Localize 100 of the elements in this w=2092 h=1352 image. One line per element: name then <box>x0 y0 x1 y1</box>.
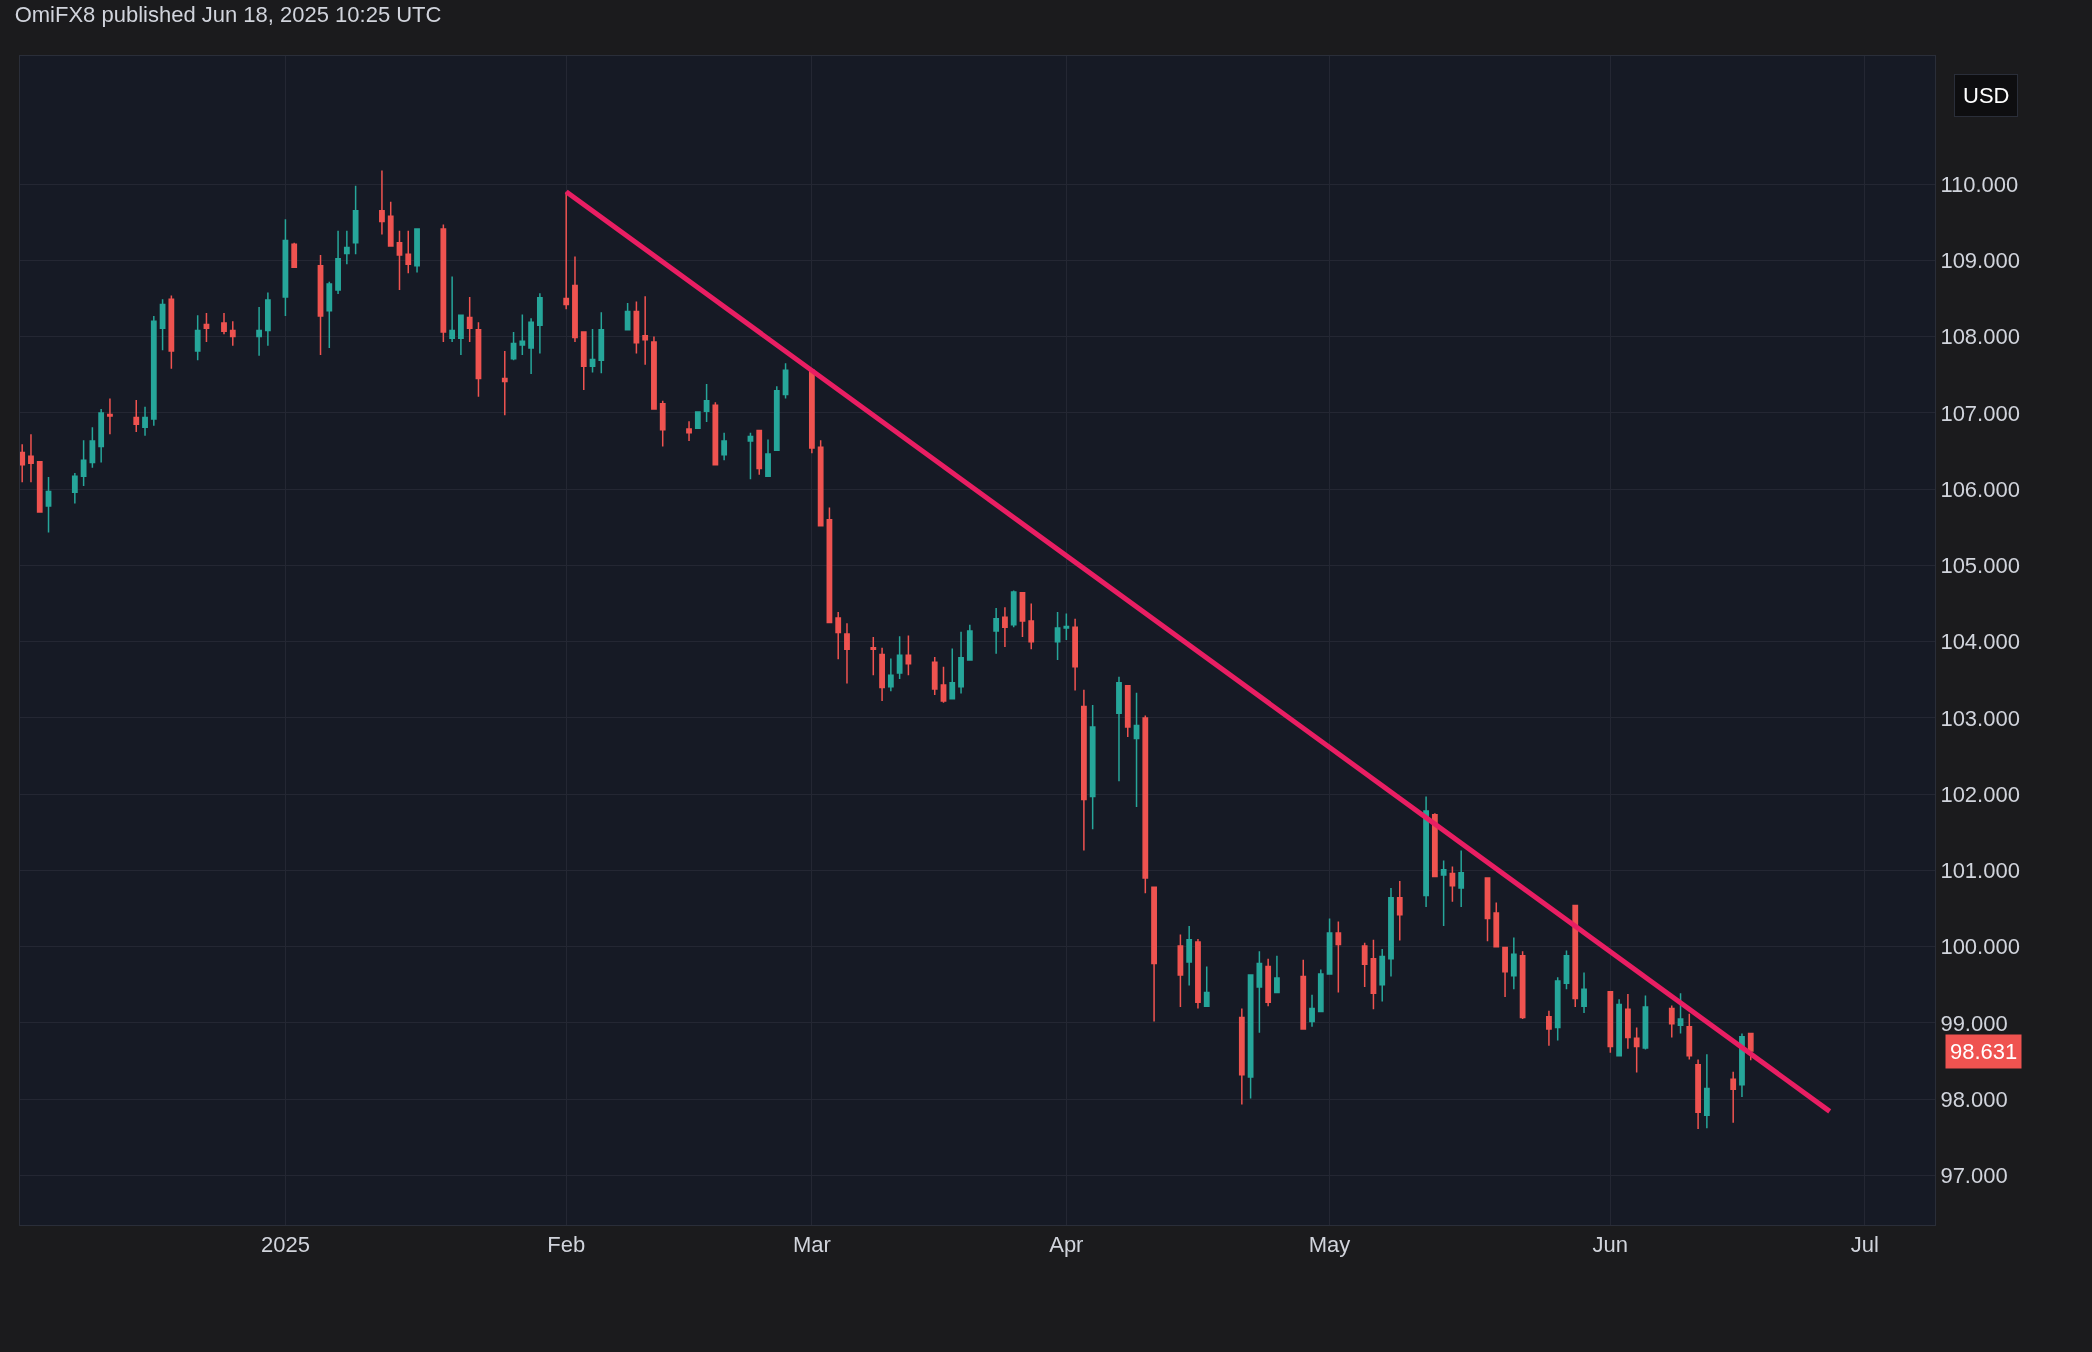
candlestick <box>940 666 947 704</box>
candlestick <box>1747 1032 1754 1062</box>
candlestick <box>89 426 96 469</box>
candlestick <box>291 242 298 269</box>
candlestick <box>896 635 903 680</box>
candlestick <box>817 439 824 527</box>
candlestick <box>642 295 649 366</box>
x-tick-label: Jun <box>1592 1232 1629 1258</box>
candlestick <box>387 200 394 247</box>
y-tick-label: 104.000 <box>1940 629 2020 655</box>
y-tick-label: 107.000 <box>1940 400 2020 426</box>
candlestick <box>773 385 780 451</box>
candlestick <box>870 636 877 676</box>
text: USD <box>1963 83 2010 108</box>
candlestick <box>1677 992 1684 1035</box>
candlestick <box>1633 1026 1640 1074</box>
candlestick <box>1423 795 1429 908</box>
candlestick <box>712 401 719 466</box>
candlestick <box>756 428 763 476</box>
candlestick <box>1695 1058 1701 1130</box>
candlestick <box>1002 606 1008 648</box>
candlestick <box>449 275 456 343</box>
x-tick-label: Feb <box>547 1232 586 1258</box>
candlestick <box>835 611 842 660</box>
candlestick <box>598 311 605 374</box>
candlestick <box>1177 933 1184 1008</box>
candlestick <box>326 280 333 349</box>
candlestick <box>1361 942 1368 988</box>
x-tick-label: Apr <box>1049 1232 1084 1258</box>
candlestick <box>519 313 526 356</box>
candlestick <box>264 291 271 347</box>
candlestick <box>747 431 754 480</box>
candlestick <box>1379 948 1386 1003</box>
candlestick <box>1616 998 1623 1057</box>
candlestick <box>1010 589 1017 628</box>
candlestick <box>203 312 210 343</box>
candlestick <box>133 399 140 433</box>
candlestick <box>651 335 657 411</box>
candlestick <box>1142 714 1149 895</box>
candlestick <box>107 397 113 435</box>
candlestick <box>317 254 324 356</box>
candlestick <box>589 328 596 374</box>
candlestick <box>414 227 420 274</box>
candlestick <box>694 411 701 429</box>
candlestick <box>765 438 771 477</box>
candlestick <box>879 646 885 702</box>
candlestick <box>28 433 34 484</box>
y-tick-label: 110.000 <box>1940 171 2019 197</box>
candlestick <box>282 218 289 317</box>
candlestick <box>501 350 508 416</box>
candlestick <box>1686 1013 1693 1061</box>
candlestick <box>458 314 464 356</box>
candlestick <box>335 229 341 295</box>
candlestick <box>721 431 728 461</box>
candlestick <box>229 320 236 347</box>
y-tick-label: 108.000 <box>1940 324 2020 350</box>
candlestick <box>1116 675 1122 782</box>
candlestick <box>1265 958 1272 1007</box>
candlestick <box>1440 859 1447 927</box>
candlestick <box>159 298 166 352</box>
text: 98.631 <box>1950 1039 2018 1064</box>
candlestick <box>1546 1009 1552 1047</box>
candlestick <box>1054 611 1061 661</box>
candlestick <box>580 331 587 391</box>
candlestick <box>1335 920 1342 994</box>
candlestick <box>466 296 473 343</box>
candlestick <box>1133 691 1140 808</box>
candlestick <box>1554 976 1561 1042</box>
candlestick <box>572 255 578 343</box>
candlestick <box>993 607 1000 655</box>
candlestick <box>949 647 956 700</box>
candlestick <box>887 657 894 692</box>
candlestick <box>1274 955 1280 994</box>
candlestick <box>1581 971 1587 1014</box>
candlestick <box>1238 1007 1245 1106</box>
candlestick <box>1510 936 1517 991</box>
candlestick <box>440 223 447 343</box>
candlestick <box>405 229 412 275</box>
candlestick <box>98 408 105 464</box>
candlestick <box>1388 887 1394 978</box>
candlestick <box>343 229 350 265</box>
x-tick-label: Jul <box>1850 1232 1879 1258</box>
candlestick <box>1458 849 1465 908</box>
candlestick <box>1309 993 1315 1028</box>
candlestick <box>1370 939 1377 1010</box>
candlestick <box>703 383 710 423</box>
candlestick <box>528 317 535 375</box>
candlestick <box>1703 1053 1710 1129</box>
y-tick-label: 109.000 <box>1940 248 2020 274</box>
candlestick <box>966 624 973 661</box>
candlestick <box>194 314 201 362</box>
candlestick <box>905 634 912 676</box>
candlestick <box>1203 965 1210 1007</box>
candlestick <box>71 472 78 505</box>
x-tick-label: May <box>1308 1232 1351 1258</box>
candlestick <box>1063 612 1070 641</box>
candlestick <box>563 190 570 310</box>
candlestick <box>1625 993 1631 1050</box>
candlestick <box>379 169 385 236</box>
x-tick-label: Mar <box>792 1232 831 1258</box>
